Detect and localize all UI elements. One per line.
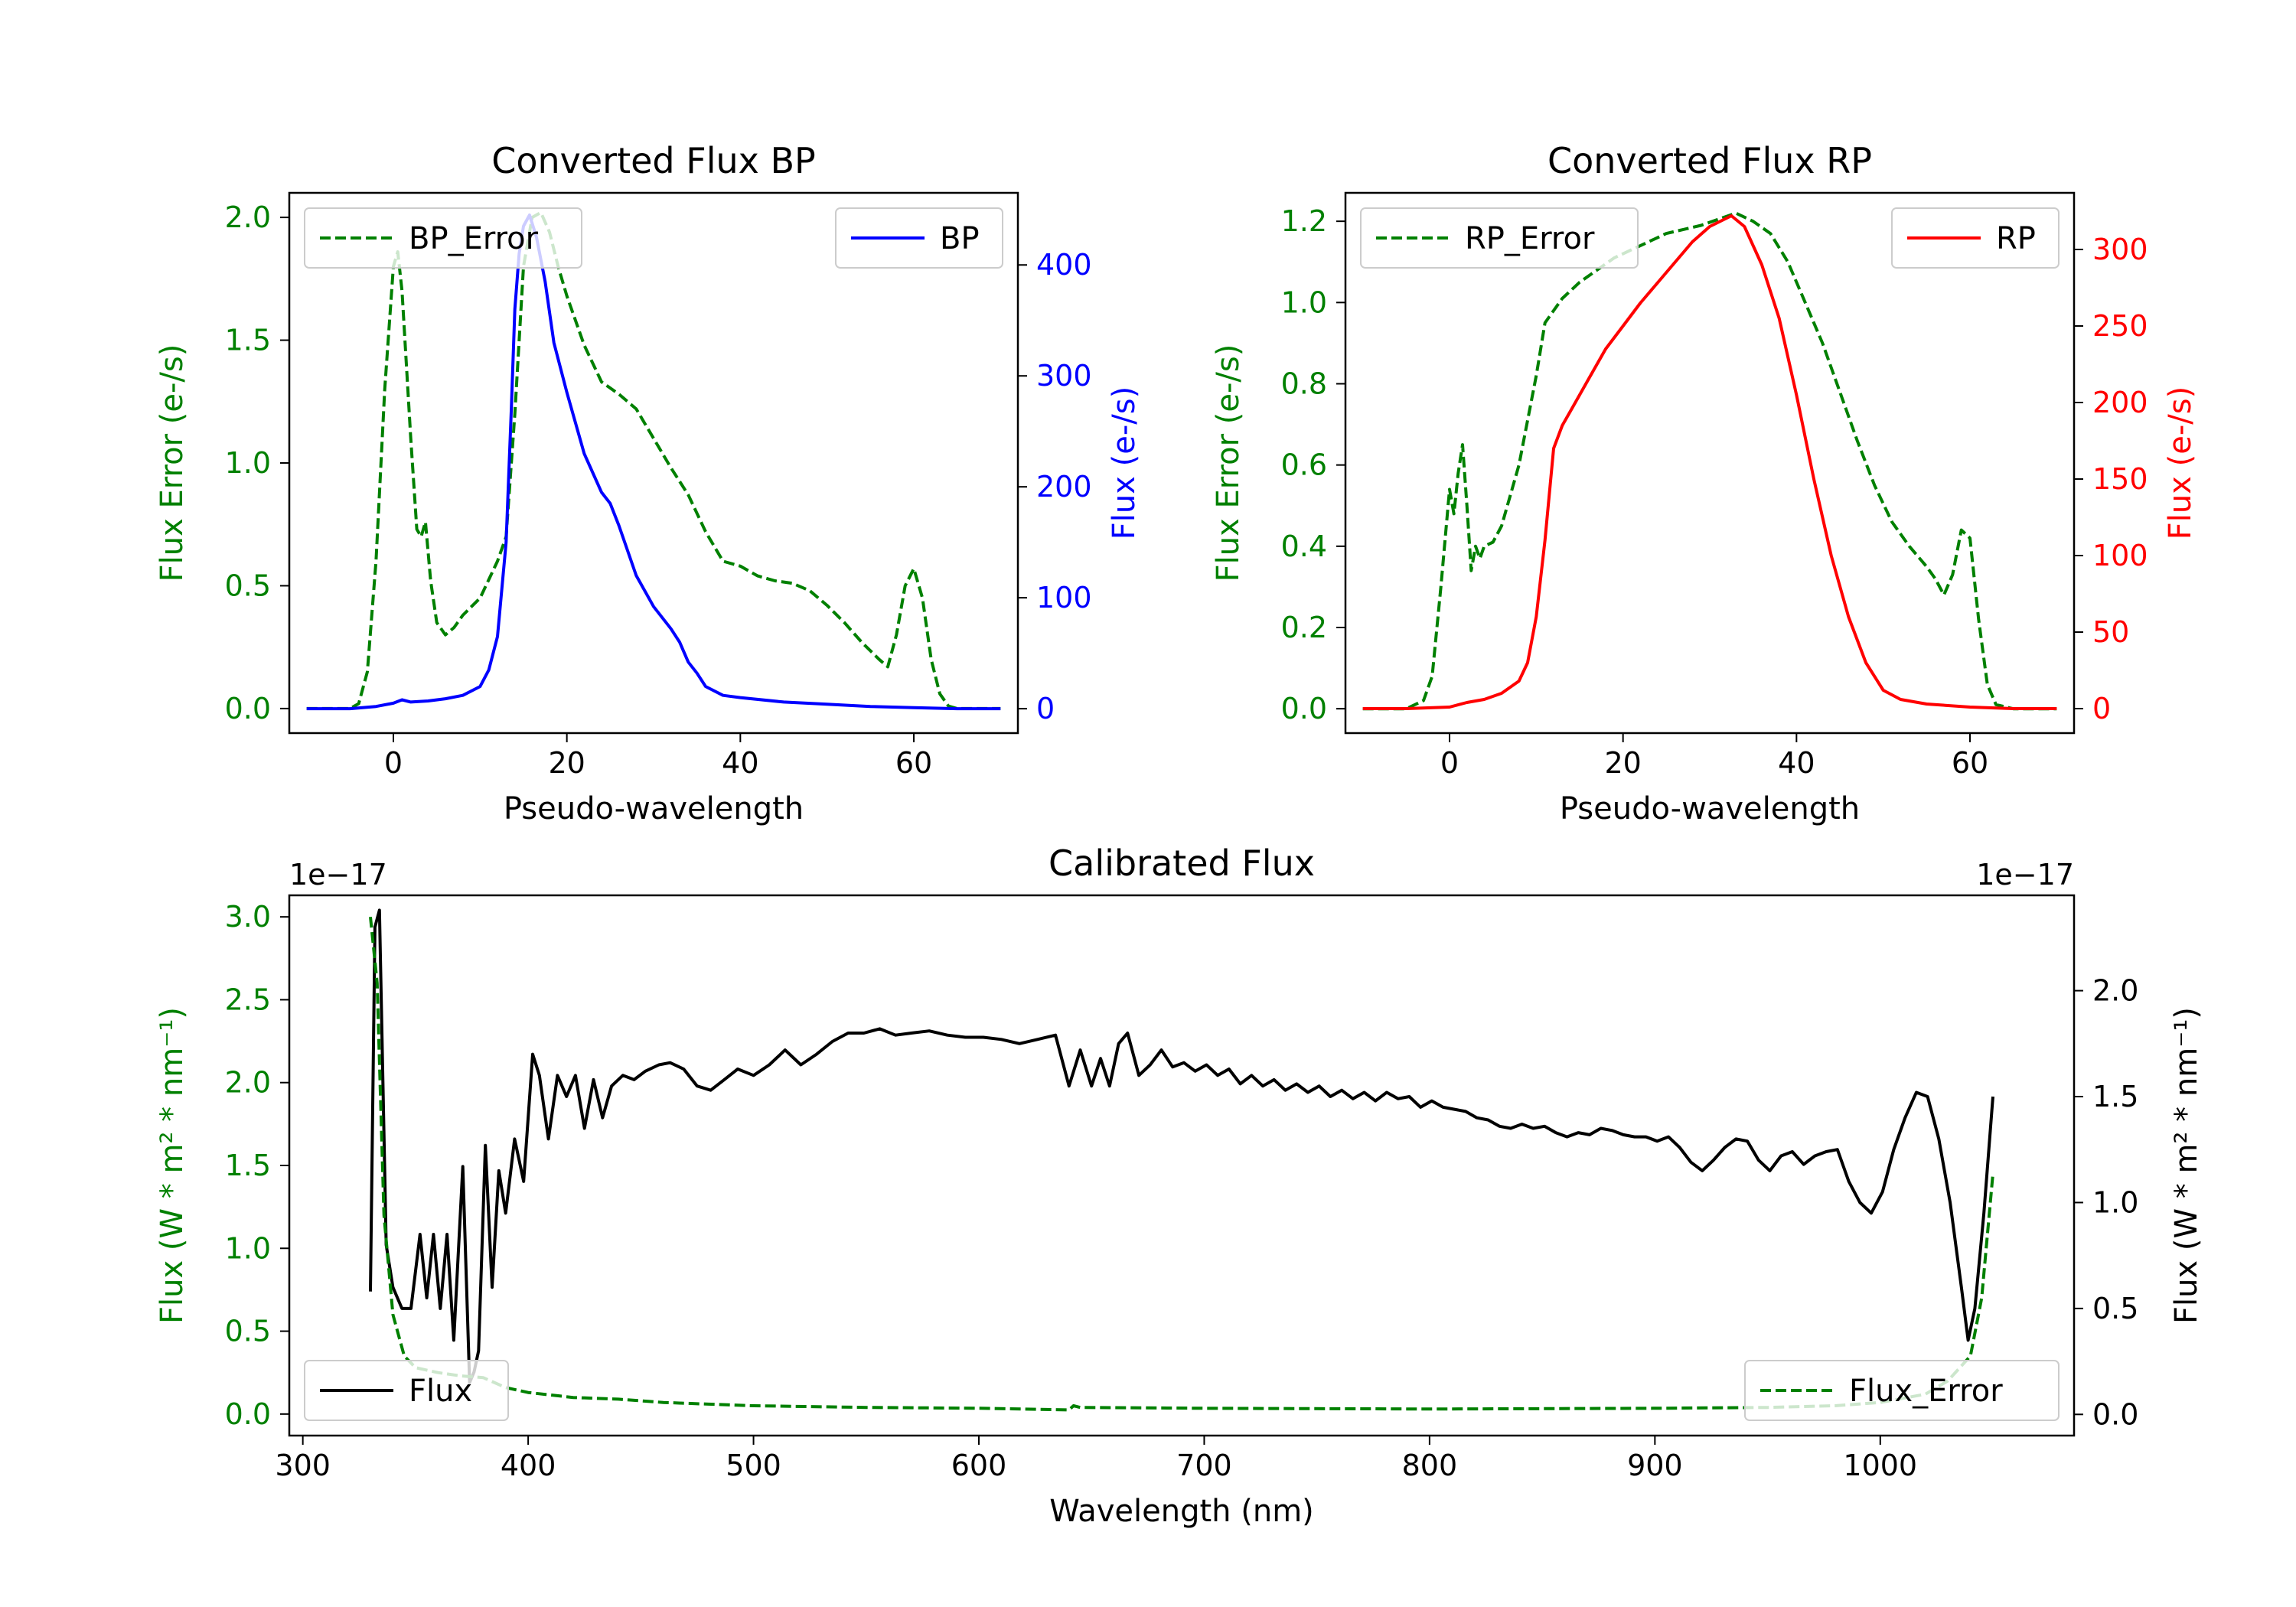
y-left-tick-label: 1.0 xyxy=(225,1231,271,1265)
y-left-tick-label: 3.0 xyxy=(225,900,271,934)
legend-label: Flux xyxy=(409,1374,472,1409)
chart-panel-3: 300 400 500 600 700 800 900 1000 Wavelength (nm)… xyxy=(155,843,2204,1529)
y-left-tick-label: 0.8 xyxy=(1281,367,1327,400)
legend-bp-error: BP_Error xyxy=(304,207,582,269)
legend-label: RP_Error xyxy=(1465,221,1595,256)
x-tick-label: 400 xyxy=(501,1449,556,1482)
x-tick-label: 700 xyxy=(1176,1449,1232,1482)
y-left-axis-label: Flux Error (e-/s) xyxy=(1211,344,1246,582)
y-right-axis-label: Flux (W * m² * nm⁻¹) xyxy=(2169,1007,2204,1324)
x-tick-label: 900 xyxy=(1627,1449,1683,1482)
x-tick-label: 0 xyxy=(1440,746,1459,780)
y-right-tick-label: 100 xyxy=(1036,581,1092,614)
x-tick-label: 500 xyxy=(726,1449,781,1482)
y-right-axis-label: Flux (e-/s) xyxy=(1107,386,1142,539)
y-left-tick-label: 1.2 xyxy=(1281,204,1327,238)
x-axis-label: Pseudo-wavelength xyxy=(504,791,804,826)
y-left-tick-label: 2.0 xyxy=(225,1066,271,1100)
x-tick-label: 20 xyxy=(548,746,585,780)
series-line-rp-error xyxy=(1362,211,2057,711)
legend-rp-error: RP_Error xyxy=(1360,207,1639,269)
y-left-tick-label: 2.5 xyxy=(225,983,271,1016)
y-right-tick-label: 250 xyxy=(2092,309,2148,343)
y-right-tick-label: 1.5 xyxy=(2092,1080,2138,1113)
chart-title: Calibrated Flux xyxy=(1049,843,1315,884)
series-line-rp xyxy=(1362,214,2057,710)
y-right-tick-label: 300 xyxy=(1036,359,1092,393)
y-left-tick-label: 1.5 xyxy=(225,324,271,357)
y-left-tick-label: 0.5 xyxy=(225,1315,271,1348)
series-line-bp xyxy=(306,214,1001,711)
y-left-axis-label: Flux Error (e-/s) xyxy=(155,344,190,582)
y-left-tick-label: 0.6 xyxy=(1281,448,1327,482)
y-right-tick-label: 2.0 xyxy=(2092,974,2138,1008)
legend-flux-error: Flux_Error xyxy=(1744,1360,2060,1421)
x-tick-label: 40 xyxy=(1778,746,1815,780)
series-line-bp-error xyxy=(306,210,1001,710)
axes-frame xyxy=(288,191,1019,735)
x-axis-label: Pseudo-wavelength xyxy=(1560,791,1860,826)
y-right-tick-label: 400 xyxy=(1036,248,1092,282)
x-tick-label: 20 xyxy=(1604,746,1641,780)
axes-frame xyxy=(1344,191,2076,735)
y-left-tick-label: 0.5 xyxy=(225,569,271,602)
chart-title: Converted Flux BP xyxy=(491,140,816,181)
y-left-tick-label: 0.4 xyxy=(1281,530,1327,563)
legend-label: Flux_Error xyxy=(1849,1374,2003,1409)
y-left-tick-label: 0.0 xyxy=(225,1397,271,1431)
y-right-tick-label: 50 xyxy=(2092,615,2129,649)
legend-flux: Flux xyxy=(304,1360,509,1421)
x-axis-label: Wavelength (nm) xyxy=(1049,1494,1314,1529)
legend-rp: RP xyxy=(1891,207,2060,269)
y-right-tick-label: 200 xyxy=(2092,386,2148,419)
chart-title: Converted Flux RP xyxy=(1548,140,1872,181)
y-right-tick-label: 0.0 xyxy=(2092,1397,2138,1431)
y-left-tick-label: 0.2 xyxy=(1281,611,1327,644)
chart-panel-1: 0 20 40 60 Pseudo-wavelength 0.0 0.5 1.0 1.5 2.0 F… xyxy=(155,140,1142,826)
y-left-tick-label: 0.0 xyxy=(225,692,271,725)
legend-box xyxy=(1744,1360,2060,1421)
y-left-tick-label: 1.0 xyxy=(1281,285,1327,319)
series-line-flux-error xyxy=(369,916,1994,1412)
y-left-offset-label: 1e−17 xyxy=(289,858,387,892)
legend-label: RP xyxy=(1996,221,2036,256)
x-tick-label: 40 xyxy=(722,746,758,780)
y-right-tick-label: 300 xyxy=(2092,233,2148,266)
y-right-tick-label: 150 xyxy=(2092,462,2148,496)
y-right-tick-label: 200 xyxy=(1036,470,1092,504)
legend-box xyxy=(304,207,582,269)
chart-panel-2: 0 20 40 60 Pseudo-wavelength 0.0 0.2 0.4 0.6 0.8 1… xyxy=(1211,140,2198,826)
x-tick-label: 60 xyxy=(895,746,932,780)
y-left-tick-label: 0.0 xyxy=(1281,692,1327,725)
x-tick-label: 600 xyxy=(951,1449,1007,1482)
y-left-axis-label: Flux (W * m² * nm⁻¹) xyxy=(155,1007,190,1324)
y-right-tick-label: 0 xyxy=(1036,692,1055,725)
y-left-tick-label: 1.0 xyxy=(225,446,271,480)
x-tick-label: 1000 xyxy=(1843,1449,1917,1482)
x-tick-label: 300 xyxy=(275,1449,331,1482)
legend-box xyxy=(1360,207,1639,269)
legend-label: BP xyxy=(940,221,980,256)
x-tick-label: 0 xyxy=(384,746,403,780)
legend-bp: BP xyxy=(835,207,1003,269)
y-right-tick-label: 100 xyxy=(2092,539,2148,572)
axes-frame xyxy=(288,894,2076,1437)
y-right-offset-label: 1e−17 xyxy=(1976,858,2074,892)
y-left-tick-label: 2.0 xyxy=(225,200,271,234)
y-right-tick-label: 1.0 xyxy=(2092,1185,2138,1219)
y-right-tick-label: 0.5 xyxy=(2092,1292,2138,1325)
y-right-axis-label: Flux (e-/s) xyxy=(2163,386,2198,539)
y-left-tick-label: 1.5 xyxy=(225,1149,271,1182)
legend-box xyxy=(304,1360,509,1421)
x-tick-label: 60 xyxy=(1952,746,1988,780)
series-line-flux xyxy=(369,908,1994,1384)
x-tick-label: 800 xyxy=(1402,1449,1458,1482)
y-right-tick-label: 0 xyxy=(2092,692,2111,725)
legend-label: BP_Error xyxy=(409,221,539,256)
